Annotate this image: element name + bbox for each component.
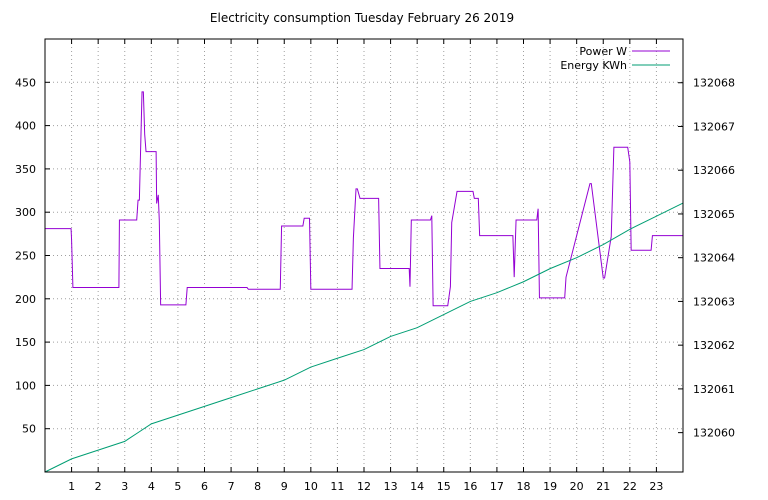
y2-tick-label: 132061 (693, 383, 735, 396)
x-tick-label: 16 (463, 480, 477, 493)
x-tick-label: 9 (281, 480, 288, 493)
y2-tick-label: 132064 (693, 252, 735, 265)
y-tick-label: 50 (22, 423, 36, 436)
y-tick-label: 450 (15, 76, 36, 89)
x-tick-label: 10 (304, 480, 318, 493)
y2-tick-label: 132062 (693, 339, 735, 352)
chart-title: Electricity consumption Tuesday February… (210, 11, 514, 25)
x-tick-label: 5 (174, 480, 181, 493)
y2-tick-label: 132065 (693, 208, 735, 221)
x-tick-label: 11 (330, 480, 344, 493)
plot-frame (44, 38, 684, 473)
y-tick-label: 300 (15, 206, 36, 219)
y-tick-label: 150 (15, 336, 36, 349)
y-tick-label: 100 (15, 379, 36, 392)
legend-label-energy: Energy KWh (560, 59, 627, 72)
y-tick-label: 200 (15, 293, 36, 306)
axis-ticks: 1 2 3 4 5 6 7 8 9 10 11 12 13 14 15 16 17 18 19 20 21 22 23501… (15, 39, 735, 493)
x-tick-label: 15 (437, 480, 451, 493)
y-tick-label: 400 (15, 120, 36, 133)
series-line-power (45, 91, 683, 307)
x-tick-label: 1 (68, 480, 75, 493)
y2-tick-label: 132060 (693, 427, 735, 440)
y-tick-label: 250 (15, 250, 36, 263)
x-tick-label: 23 (649, 480, 663, 493)
x-tick-label: 18 (517, 480, 531, 493)
grid-lines (45, 39, 683, 472)
y2-tick-label: 132063 (693, 295, 735, 308)
legend: Power W Energy KWh (560, 45, 670, 72)
x-tick-label: 7 (228, 480, 235, 493)
x-tick-label: 20 (570, 480, 584, 493)
y2-tick-label: 132068 (693, 77, 735, 90)
legend-label-power: Power W (579, 45, 627, 58)
x-tick-label: 6 (201, 480, 208, 493)
x-tick-label: 12 (357, 480, 371, 493)
series-line-energy (44, 202, 684, 473)
x-tick-label: 14 (410, 480, 424, 493)
x-tick-label: 8 (254, 480, 261, 493)
y-tick-label: 350 (15, 163, 36, 176)
x-tick-label: 13 (384, 480, 398, 493)
x-tick-label: 3 (121, 480, 128, 493)
x-tick-label: 2 (95, 480, 102, 493)
x-tick-label: 22 (623, 480, 637, 493)
x-tick-label: 17 (490, 480, 504, 493)
y2-tick-label: 132066 (693, 164, 735, 177)
x-tick-label: 19 (543, 480, 557, 493)
x-tick-label: 4 (148, 480, 155, 493)
y2-tick-label: 132067 (693, 120, 735, 133)
x-tick-label: 21 (596, 480, 610, 493)
series-layer (44, 91, 684, 473)
